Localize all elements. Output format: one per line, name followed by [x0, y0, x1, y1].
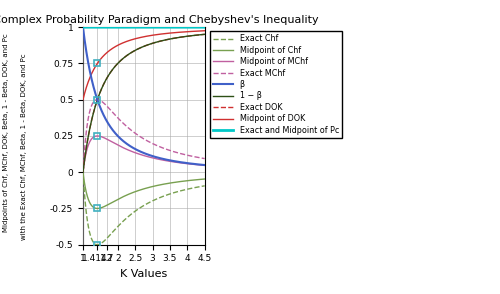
Exact Chf	[94, 243, 100, 246]
Exact DOK	[202, 33, 207, 36]
Exact DOK	[80, 171, 86, 174]
Exact and Midpoint of Pc	[202, 25, 207, 29]
Exact MChf	[200, 156, 205, 160]
1 − β	[202, 33, 207, 36]
X-axis label: K Values: K Values	[120, 269, 168, 279]
Midpoint of DOK	[101, 54, 107, 57]
Exact DOK	[186, 34, 192, 38]
Midpoint of MChf	[200, 163, 205, 167]
Line: Exact DOK: Exact DOK	[83, 34, 204, 172]
Midpoint of DOK	[94, 62, 100, 66]
Exact MChf	[186, 154, 192, 157]
Midpoint of DOK	[126, 39, 132, 42]
1 − β	[200, 33, 205, 36]
Midpoint of Chf	[200, 178, 205, 181]
Exact MChf	[202, 157, 207, 160]
Title: The Complex Probability Paradigm and Chebyshev's Inequality: The Complex Probability Paradigm and Che…	[0, 15, 318, 25]
Exact Chf	[126, 214, 132, 217]
Exact Chf	[132, 210, 138, 213]
Midpoint of MChf	[94, 134, 100, 138]
Legend: Exact Chf, Midpoint of Chf, Midpoint of MChf, Exact MChf, β, 1 − β, Exact DOK, M: Exact Chf, Midpoint of Chf, Midpoint of …	[210, 31, 342, 138]
Exact Chf	[186, 187, 192, 191]
Exact DOK	[200, 33, 205, 36]
1 − β	[101, 81, 107, 85]
Exact Chf	[200, 184, 205, 188]
Exact and Midpoint of Pc	[94, 25, 100, 29]
Midpoint of MChf	[80, 171, 86, 174]
Exact MChf	[126, 127, 132, 131]
Exact Chf	[80, 171, 86, 174]
Exact DOK	[132, 49, 138, 52]
Midpoint of Chf	[202, 177, 207, 181]
Line: 1 − β: 1 − β	[83, 34, 204, 172]
Midpoint of MChf	[132, 151, 138, 154]
Exact Chf	[202, 184, 207, 188]
Exact DOK	[94, 99, 100, 103]
Exact MChf	[101, 102, 107, 105]
Exact DOK	[101, 81, 107, 85]
Line: Exact Chf: Exact Chf	[83, 172, 204, 245]
Line: Exact MChf: Exact MChf	[83, 100, 204, 172]
1 − β	[186, 34, 192, 38]
Exact Chf	[94, 243, 100, 246]
β	[202, 163, 207, 167]
Midpoint of Chf	[126, 192, 132, 196]
Exact MChf	[80, 171, 86, 174]
Exact and Midpoint of Pc	[200, 25, 205, 29]
Midpoint of MChf	[186, 162, 192, 166]
Line: Midpoint of DOK: Midpoint of DOK	[83, 31, 204, 100]
β	[80, 25, 86, 29]
Exact MChf	[132, 131, 138, 135]
Midpoint of MChf	[94, 134, 100, 138]
Exact MChf	[94, 98, 100, 101]
Exact and Midpoint of Pc	[80, 25, 86, 29]
Exact and Midpoint of Pc	[186, 25, 192, 29]
1 − β	[80, 171, 86, 174]
Text: with the Exact Chf, MChf, Beta, 1 - Beta, DOK, and Pc: with the Exact Chf, MChf, Beta, 1 - Beta…	[21, 54, 27, 240]
Midpoint of DOK	[202, 29, 207, 33]
Line: Midpoint of MChf: Midpoint of MChf	[83, 136, 204, 172]
Exact and Midpoint of Pc	[126, 25, 132, 29]
Midpoint of Chf	[94, 207, 100, 210]
Midpoint of MChf	[126, 149, 132, 152]
1 − β	[132, 49, 138, 52]
β	[126, 144, 132, 148]
Midpoint of Chf	[101, 205, 107, 208]
Exact Chf	[101, 239, 107, 243]
Midpoint of MChf	[202, 164, 207, 167]
Midpoint of Chf	[94, 207, 100, 210]
β	[94, 96, 100, 100]
Exact and Midpoint of Pc	[132, 25, 138, 29]
Line: β: β	[83, 27, 204, 165]
Line: Midpoint of Chf: Midpoint of Chf	[83, 172, 204, 208]
1 − β	[126, 52, 132, 55]
β	[200, 163, 205, 167]
Exact MChf	[94, 98, 100, 101]
Midpoint of DOK	[80, 98, 86, 101]
β	[186, 162, 192, 165]
Exact DOK	[126, 52, 132, 55]
Exact and Midpoint of Pc	[101, 25, 107, 29]
Midpoint of Chf	[132, 190, 138, 193]
Midpoint of DOK	[186, 30, 192, 33]
1 − β	[94, 99, 100, 103]
Text: Midpoints of Chf, MChf, DOK, Beta, 1 - Beta, DOK, and Pc: Midpoints of Chf, MChf, DOK, Beta, 1 - B…	[3, 33, 9, 232]
Midpoint of MChf	[101, 136, 107, 140]
β	[101, 114, 107, 118]
Midpoint of Chf	[186, 179, 192, 182]
Midpoint of DOK	[132, 37, 138, 41]
β	[132, 147, 138, 151]
Midpoint of Chf	[80, 171, 86, 174]
Midpoint of DOK	[200, 29, 205, 33]
